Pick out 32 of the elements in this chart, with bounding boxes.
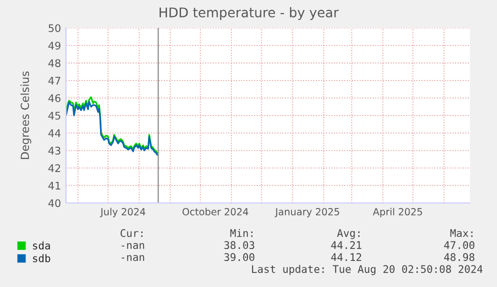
legend-label: sdb bbox=[33, 254, 50, 262]
y-axis-title: Degrees Celsius bbox=[20, 71, 32, 159]
y-tick-label: 47 bbox=[48, 76, 60, 84]
y-tick-label: 44 bbox=[48, 129, 61, 137]
text: Min: bbox=[230, 228, 252, 237]
text: 38.03 bbox=[224, 241, 254, 250]
text: Cur: bbox=[120, 229, 142, 238]
x-tick-label: July 2024 bbox=[100, 208, 146, 218]
y-tick-label: 42 bbox=[48, 164, 60, 172]
y-tick-label: 49 bbox=[48, 42, 60, 50]
y-tick-label: 46 bbox=[48, 94, 60, 102]
text: 48.98 bbox=[444, 253, 474, 262]
text: 44.12 bbox=[331, 253, 362, 261]
y-tick-label: 48 bbox=[48, 59, 60, 68]
text: -nan bbox=[122, 255, 144, 262]
chart-title: HDD temperature - by year bbox=[160, 7, 339, 20]
x-tick-label: January 2025 bbox=[274, 208, 340, 218]
legend-label: sda bbox=[33, 241, 50, 250]
text: 44.21 bbox=[331, 241, 362, 249]
text: 47.00 bbox=[444, 241, 474, 250]
y-tick-label: 40 bbox=[48, 199, 60, 208]
text: Last update: Tue Aug 20 02:50:08 2024 bbox=[252, 264, 483, 276]
x-tick-label: October 2024 bbox=[182, 208, 248, 216]
y-tick-label: 43 bbox=[48, 146, 60, 155]
y-tick-label: 45 bbox=[48, 112, 60, 120]
text: Avg: bbox=[337, 229, 360, 240]
text: -nan bbox=[122, 243, 144, 250]
y-tick-label: 41 bbox=[48, 182, 60, 190]
y-tick-label: 50 bbox=[48, 24, 60, 32]
text: 39.00 bbox=[224, 253, 254, 262]
x-tick-label: April 2025 bbox=[372, 208, 422, 218]
text: Max: bbox=[450, 229, 472, 238]
